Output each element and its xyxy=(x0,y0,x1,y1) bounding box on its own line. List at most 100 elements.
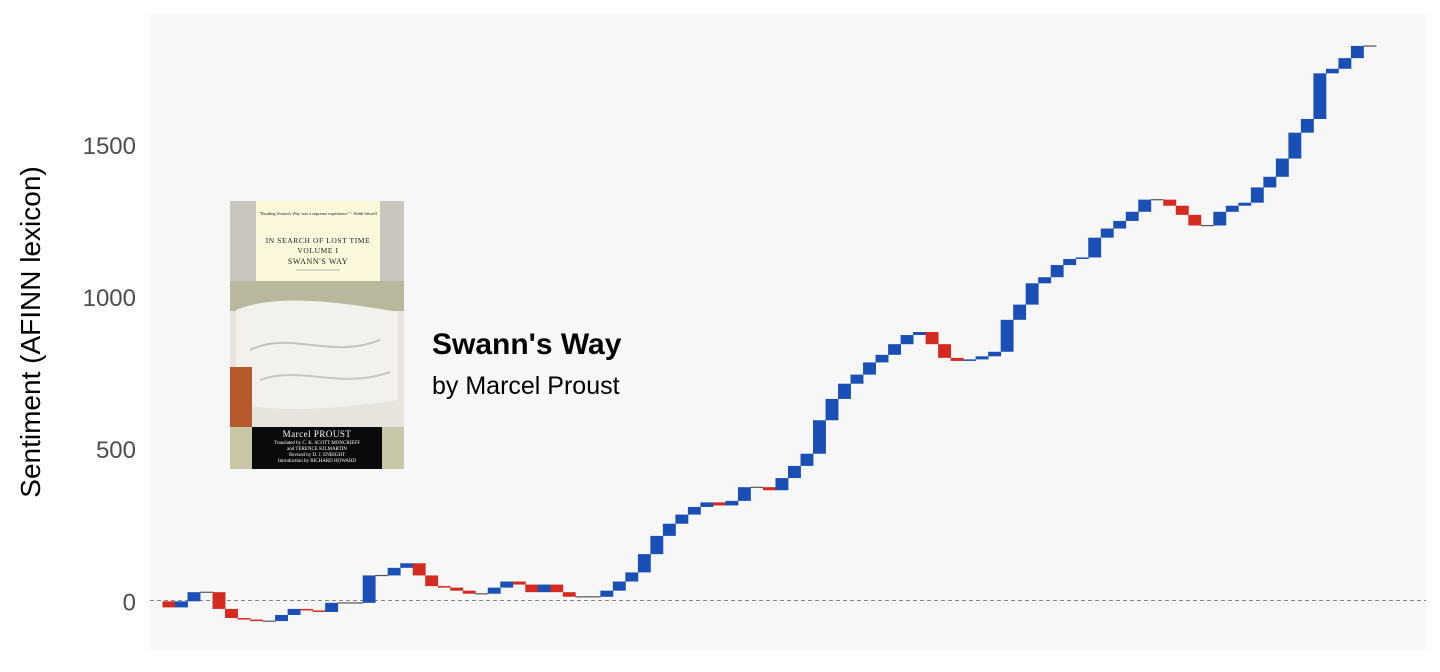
y-tick-label: 1500 xyxy=(83,133,136,160)
waterfall-bar xyxy=(612,581,626,591)
waterfall-bar xyxy=(625,572,639,582)
waterfall-bar xyxy=(1188,214,1202,226)
waterfall-bar xyxy=(200,591,213,593)
y-axis-label: Sentiment (AFINN lexicon) xyxy=(15,166,46,497)
waterfall-bar xyxy=(700,502,714,507)
waterfall-bar xyxy=(587,596,601,598)
waterfall-bar xyxy=(925,332,939,345)
waterfall-bar xyxy=(1288,132,1302,159)
waterfall-bar xyxy=(1063,258,1077,266)
waterfall-bar xyxy=(1038,277,1052,284)
waterfall-bar xyxy=(1363,45,1377,47)
waterfall-bar xyxy=(1125,211,1139,221)
waterfall-bar xyxy=(250,619,263,622)
waterfall-bar xyxy=(600,590,614,597)
waterfall-bar xyxy=(562,592,576,597)
waterfall-bar xyxy=(237,618,251,620)
waterfall-bar xyxy=(675,514,689,524)
waterfall-bar xyxy=(1350,45,1364,59)
cover-author-panel xyxy=(252,427,382,469)
waterfall-bar xyxy=(1300,118,1314,133)
waterfall-bar xyxy=(650,535,664,555)
waterfall-bar xyxy=(437,586,451,588)
cover-author: Marcel PROUST xyxy=(283,429,352,439)
cover-spine xyxy=(230,367,252,427)
waterfall-bar xyxy=(275,615,289,622)
waterfall-bar xyxy=(1250,187,1264,203)
waterfall-bar xyxy=(425,575,439,587)
y-tick-label: 500 xyxy=(96,437,136,464)
waterfall-bar xyxy=(1050,265,1064,278)
waterfall-bar xyxy=(775,478,789,491)
waterfall-bar xyxy=(1000,319,1014,352)
waterfall-bar xyxy=(362,575,376,603)
waterfall-bar xyxy=(762,487,776,491)
waterfall-bar xyxy=(162,601,176,608)
waterfall-bar xyxy=(1013,304,1027,320)
waterfall-bar xyxy=(1213,211,1227,226)
waterfall-bar xyxy=(537,584,551,593)
waterfall-bar xyxy=(838,383,851,399)
waterfall-bar xyxy=(487,587,501,594)
waterfall-bar xyxy=(325,602,339,612)
waterfall-bar xyxy=(687,506,701,515)
waterfall-bars xyxy=(162,45,1377,622)
cover-title: SWANN'S WAY xyxy=(288,257,348,266)
cover-credit: and TERENCE KILMARTIN xyxy=(287,447,347,452)
cover-quote: "Reading Swann's Way was a supreme exper… xyxy=(259,211,377,216)
waterfall-bar xyxy=(187,592,201,602)
y-tick-label: 0 xyxy=(123,589,136,616)
waterfall-bar xyxy=(287,608,301,616)
cover-fold xyxy=(249,339,381,351)
waterfall-bar xyxy=(1263,176,1277,188)
waterfall-bar xyxy=(1225,205,1239,212)
cover-fold xyxy=(259,371,391,381)
waterfall-bar xyxy=(225,608,238,619)
y-tick-label: 1000 xyxy=(83,285,136,312)
waterfall-bar xyxy=(212,592,226,609)
waterfall-bar xyxy=(825,398,839,421)
waterfall-bar xyxy=(888,344,901,355)
waterfall-bar xyxy=(1175,205,1189,215)
waterfall-bar xyxy=(1150,199,1164,201)
waterfall-bar xyxy=(1163,199,1177,206)
waterfall-bar xyxy=(312,610,326,612)
waterfall-bar xyxy=(400,563,414,568)
waterfall-bar xyxy=(737,487,751,501)
y-axis-ticks: 0 500 1000 1500 xyxy=(83,133,136,616)
annotation-subtitle: by Marcel Proust xyxy=(432,372,620,400)
waterfall-bar xyxy=(963,359,977,361)
waterfall-bar xyxy=(913,332,927,336)
waterfall-bar xyxy=(300,608,314,611)
waterfall-bar xyxy=(1088,237,1102,258)
cover-pillow xyxy=(236,300,398,409)
waterfall-bar xyxy=(375,574,389,577)
waterfall-bar xyxy=(500,581,514,588)
waterfall-bar xyxy=(950,357,964,361)
waterfall-bar xyxy=(1238,202,1252,206)
waterfall-bar xyxy=(875,354,889,363)
waterfall-bar xyxy=(262,620,276,622)
cover-title-panel xyxy=(256,201,380,281)
cover-volume: VOLUME I xyxy=(297,246,338,255)
waterfall-bar xyxy=(462,590,476,594)
waterfall-bar xyxy=(800,453,814,466)
waterfall-bar xyxy=(1338,58,1352,69)
waterfall-bar xyxy=(850,374,864,384)
waterfall-bar xyxy=(337,602,351,604)
waterfall-bar xyxy=(475,593,489,595)
waterfall-bar xyxy=(525,584,539,593)
waterfall-bar xyxy=(863,362,876,375)
waterfall-bar xyxy=(1100,228,1114,238)
waterfall-bar xyxy=(412,563,426,576)
waterfall-bar xyxy=(725,500,739,506)
cover-credit: Introduction by RICHARD HOWARD xyxy=(278,459,356,464)
waterfall-bar xyxy=(387,567,401,576)
waterfall-bar xyxy=(512,581,526,585)
waterfall-bar xyxy=(1325,68,1339,74)
waterfall-bar xyxy=(1113,220,1127,229)
waterfall-bar xyxy=(788,465,801,479)
waterfall-bar xyxy=(450,587,464,591)
waterfall-bar xyxy=(975,356,989,360)
